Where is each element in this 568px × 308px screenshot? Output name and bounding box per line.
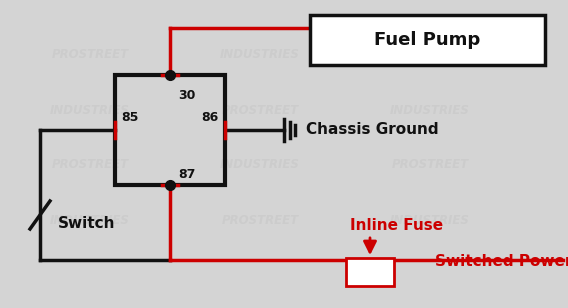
- Text: PROSTREET: PROSTREET: [222, 103, 299, 116]
- Text: PROSTREET: PROSTREET: [52, 159, 128, 172]
- Text: INDUSTRIES: INDUSTRIES: [220, 48, 300, 62]
- Text: INDUSTRIES: INDUSTRIES: [390, 103, 470, 116]
- Text: Fuel Pump: Fuel Pump: [374, 31, 481, 49]
- Text: PROSTREET: PROSTREET: [391, 159, 469, 172]
- Text: 85: 85: [121, 111, 139, 124]
- Text: PROSTREET: PROSTREET: [222, 213, 299, 226]
- Text: INDUSTRIES: INDUSTRIES: [50, 213, 130, 226]
- Bar: [346, 258, 394, 286]
- Text: PROSTREET: PROSTREET: [391, 48, 469, 62]
- Text: INDUSTRIES: INDUSTRIES: [50, 103, 130, 116]
- Text: PROSTREET: PROSTREET: [52, 48, 128, 62]
- Text: 87: 87: [178, 168, 195, 181]
- Text: 30: 30: [178, 89, 195, 102]
- Text: Switch: Switch: [58, 216, 115, 230]
- Bar: [310, 15, 545, 65]
- Text: INDUSTRIES: INDUSTRIES: [390, 213, 470, 226]
- Text: 86: 86: [202, 111, 219, 124]
- Text: INDUSTRIES: INDUSTRIES: [220, 159, 300, 172]
- Text: Chassis Ground: Chassis Ground: [306, 123, 438, 137]
- Text: Switched Power: Switched Power: [435, 253, 568, 269]
- Bar: [115, 75, 225, 185]
- Text: Inline Fuse: Inline Fuse: [350, 218, 443, 233]
